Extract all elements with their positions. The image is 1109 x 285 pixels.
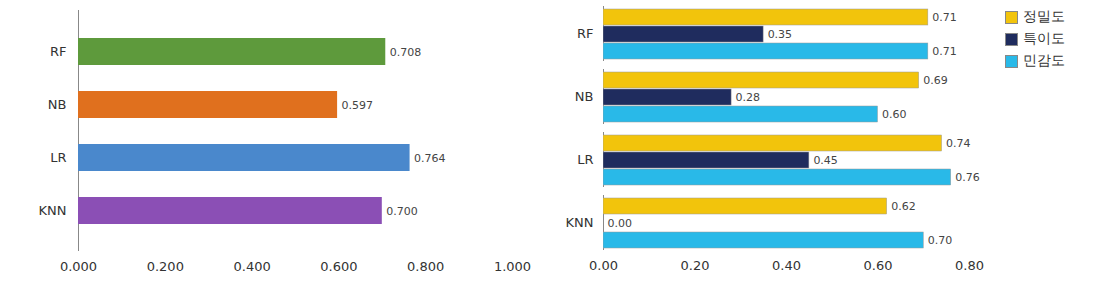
- svg-text:0.28: 0.28: [736, 91, 761, 104]
- svg-text:NB: NB: [48, 97, 67, 112]
- svg-text:0.00: 0.00: [589, 258, 618, 273]
- svg-text:0.800: 0.800: [407, 259, 444, 274]
- html-text:정밀도: 정밀도: [1023, 8, 1065, 24]
- svg-text:0.71: 0.71: [932, 45, 957, 58]
- svg-text:0.40: 0.40: [772, 258, 801, 273]
- svg-text:1.000: 1.000: [494, 259, 531, 274]
- svg-text:0.708: 0.708: [390, 46, 422, 59]
- svg-text:0.60: 0.60: [864, 258, 893, 273]
- svg-text:RF: RF: [577, 26, 594, 41]
- svg-text:0.80: 0.80: [955, 258, 984, 273]
- svg-text:KNN: KNN: [39, 203, 67, 218]
- svg-text:0.74: 0.74: [946, 137, 971, 150]
- svg-text:0.76: 0.76: [955, 171, 980, 184]
- svg-text:0.70: 0.70: [928, 234, 953, 247]
- svg-text:0.597: 0.597: [342, 99, 374, 112]
- svg-text:0.20: 0.20: [681, 258, 710, 273]
- svg-text:0.600: 0.600: [320, 259, 357, 274]
- svg-text:0.000: 0.000: [60, 259, 97, 274]
- svg-text:0.60: 0.60: [882, 108, 907, 121]
- svg-text:LR: LR: [50, 150, 66, 165]
- svg-text:NB: NB: [575, 89, 594, 104]
- html-text:민감도: 민감도: [1023, 52, 1065, 68]
- svg-text:LR: LR: [577, 152, 593, 167]
- svg-text:RF: RF: [50, 44, 67, 59]
- svg-text:0.71: 0.71: [932, 11, 957, 24]
- svg-text:0.62: 0.62: [891, 200, 916, 213]
- html-text:특이도: 특이도: [1023, 30, 1065, 46]
- svg-text:KNN: KNN: [566, 215, 594, 230]
- svg-text:0.00: 0.00: [608, 217, 633, 230]
- svg-text:0.35: 0.35: [768, 28, 793, 41]
- svg-text:0.69: 0.69: [923, 74, 948, 87]
- svg-text:0.200: 0.200: [147, 259, 184, 274]
- svg-text:0.400: 0.400: [233, 259, 270, 274]
- svg-text:0.45: 0.45: [813, 154, 838, 167]
- svg-text:0.764: 0.764: [414, 152, 446, 165]
- svg-text:0.700: 0.700: [386, 205, 418, 218]
